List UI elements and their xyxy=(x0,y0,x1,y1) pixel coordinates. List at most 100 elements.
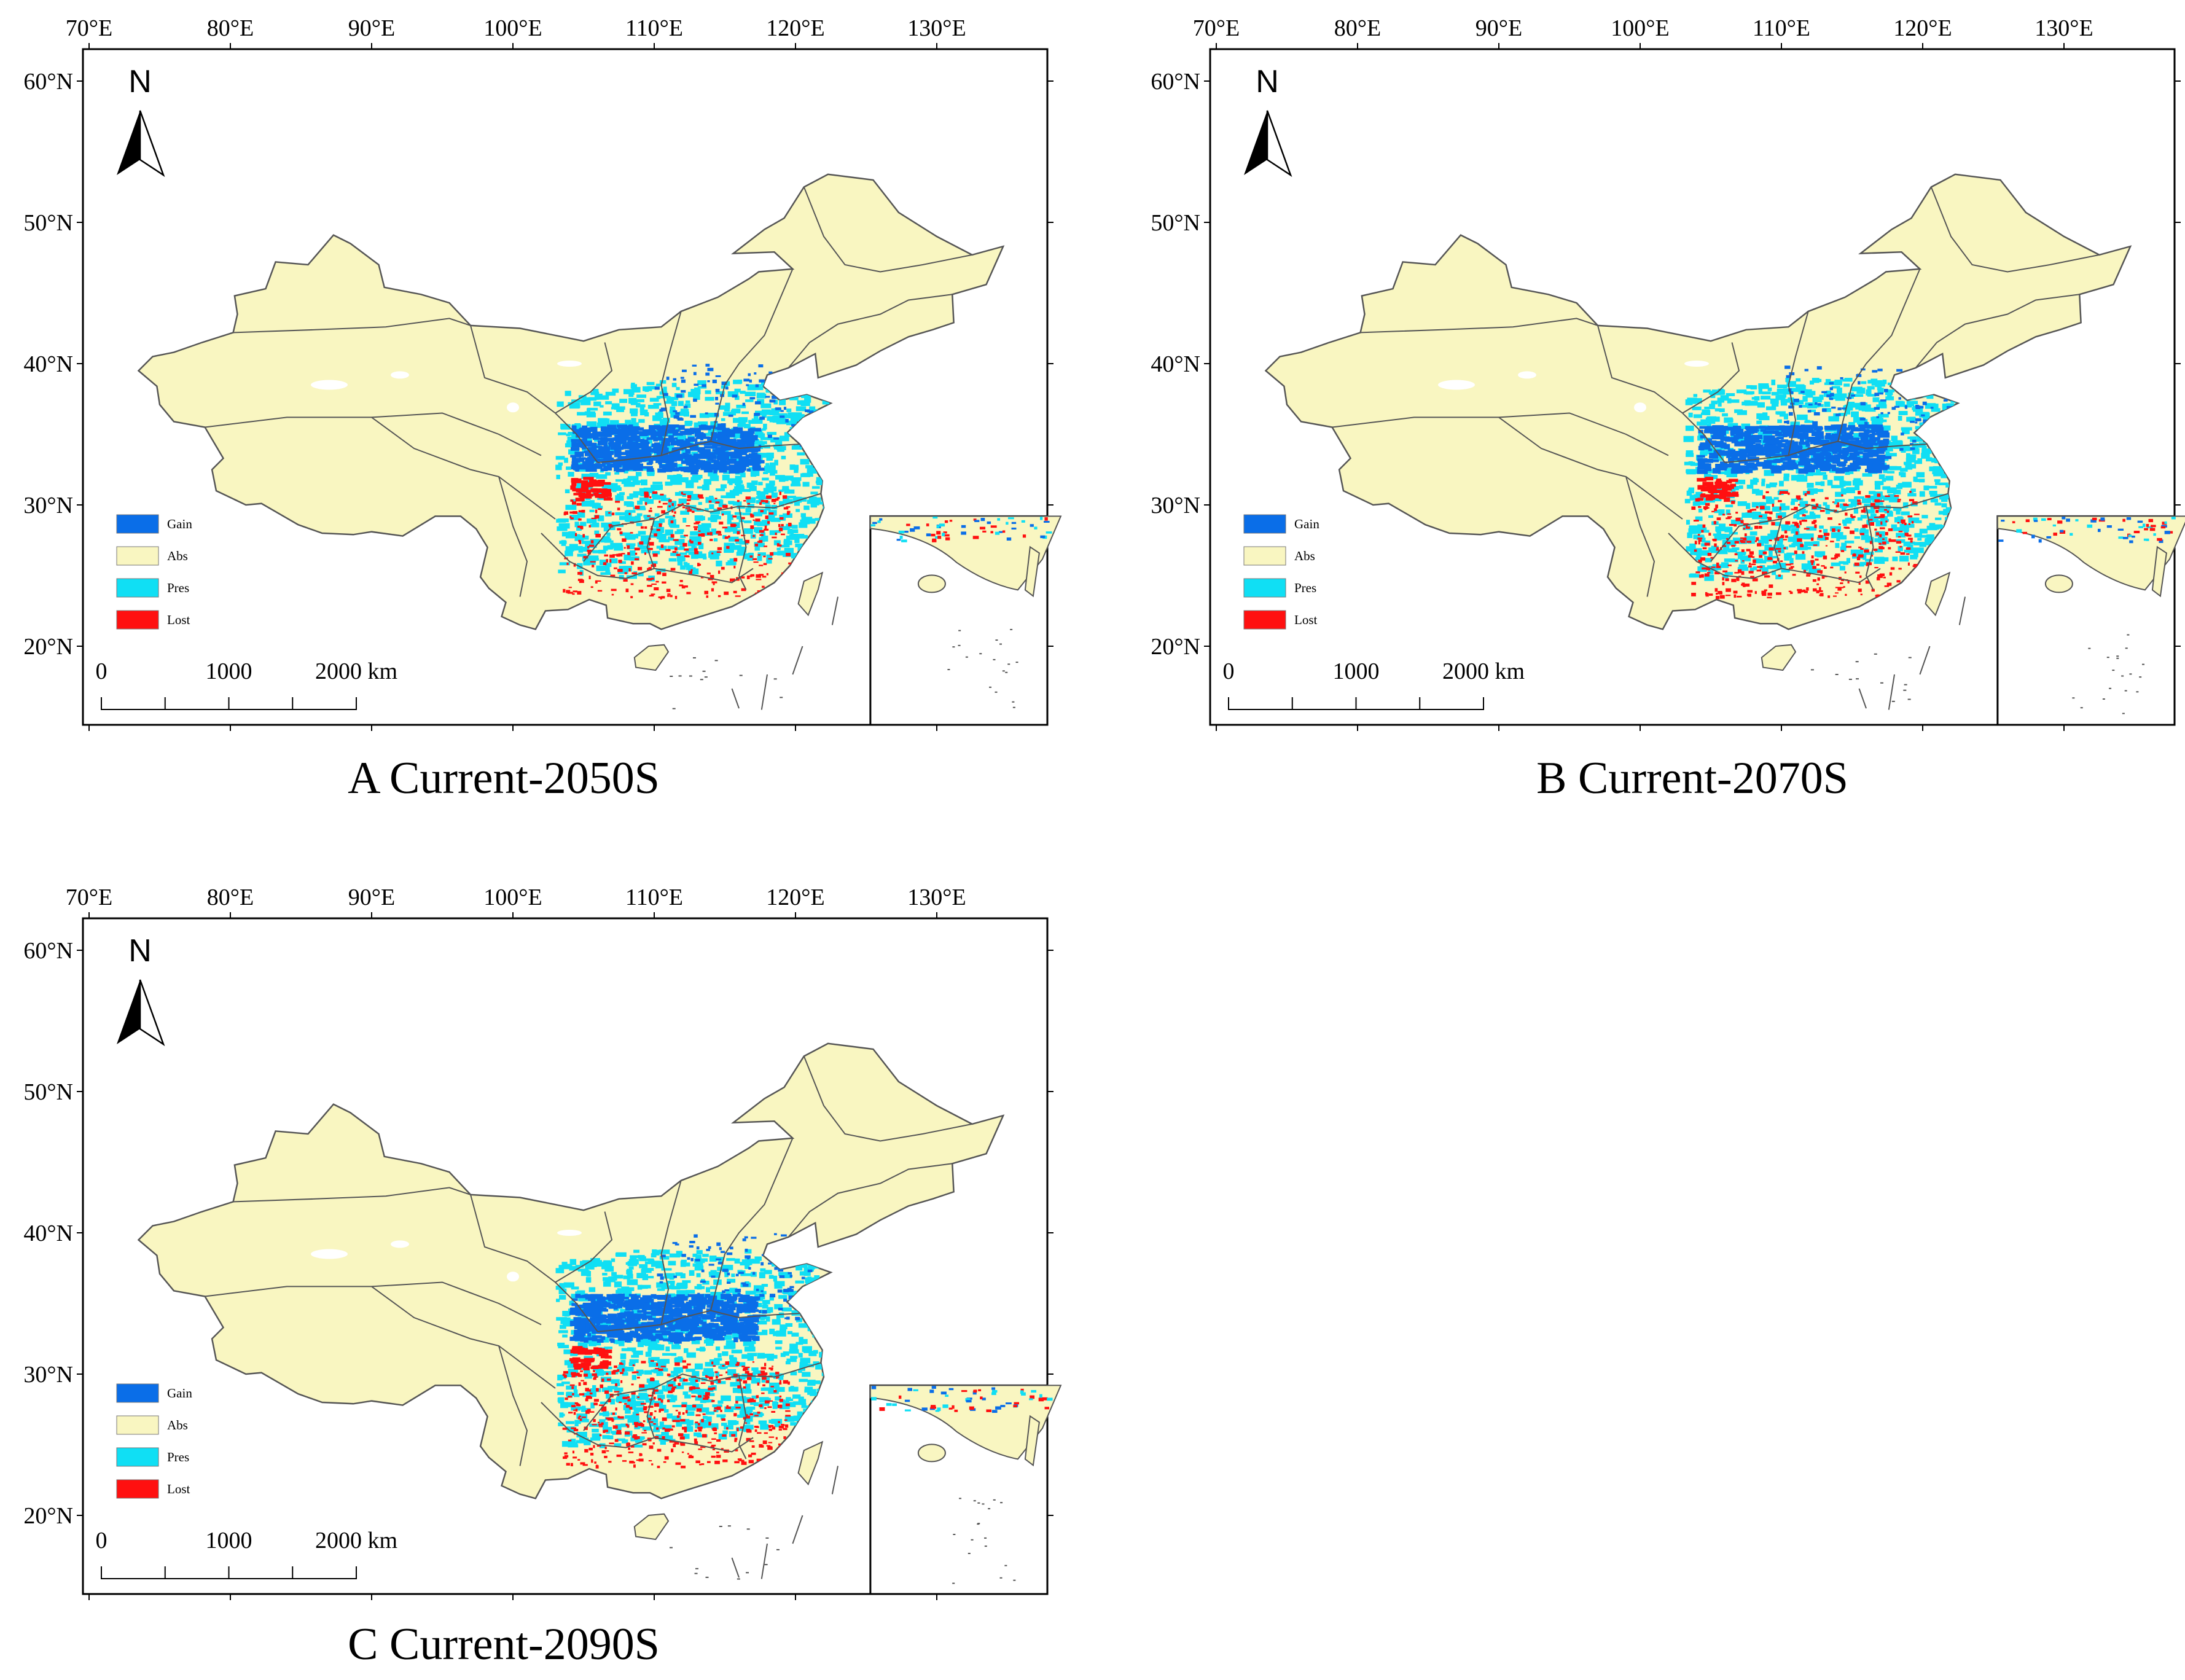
lost-cell xyxy=(1827,595,1831,598)
pres-cell xyxy=(614,545,623,551)
gain-cell xyxy=(1810,441,1815,445)
lost-cell xyxy=(1817,570,1823,573)
lost-cell xyxy=(1714,508,1718,512)
pres-cell xyxy=(682,517,687,523)
pres-cell xyxy=(558,462,563,466)
gain-cell xyxy=(657,436,663,440)
pres-cell xyxy=(647,405,659,409)
gain-cell xyxy=(658,433,663,436)
gain-cell xyxy=(608,428,621,433)
lost-cell xyxy=(1734,541,1739,544)
lost-cell xyxy=(1835,587,1840,588)
pres-cell xyxy=(661,1334,666,1340)
pres-cell xyxy=(1845,471,1850,475)
pres-cell xyxy=(1867,386,1875,390)
pres-cell xyxy=(762,477,769,481)
legend-swatch-pres xyxy=(1243,578,1286,598)
pres-cell xyxy=(1807,404,1818,408)
pres-cell xyxy=(681,1402,687,1406)
gain-cell xyxy=(1807,410,1812,413)
sea-island xyxy=(714,660,718,662)
pres-cell xyxy=(592,502,601,509)
lost-cell xyxy=(1732,491,1739,495)
gain-cell xyxy=(1731,466,1740,471)
lost-cell xyxy=(567,592,573,594)
gain-cell xyxy=(1763,446,1773,452)
pres-cell xyxy=(630,1255,639,1259)
pres-cell xyxy=(1936,469,1947,473)
pres-cell xyxy=(1874,480,1884,485)
pres-cell xyxy=(1855,416,1864,422)
pres-cell xyxy=(576,469,587,472)
gain-cell xyxy=(711,464,719,469)
lost-cell xyxy=(1702,547,1707,550)
lost-cell xyxy=(648,567,652,571)
pres-cell xyxy=(617,1389,622,1395)
lost-cell xyxy=(601,493,612,497)
pres-cell xyxy=(1754,479,1759,483)
pres-cell xyxy=(1729,399,1740,403)
pres-cell xyxy=(1726,473,1738,478)
lost-cell xyxy=(657,506,663,508)
lake xyxy=(1634,402,1646,413)
pres-cell xyxy=(771,492,778,498)
lost-cell xyxy=(717,595,721,598)
pres-cell xyxy=(1797,536,1808,539)
pres-cell xyxy=(1753,558,1759,562)
pres-cell xyxy=(1851,556,1856,559)
pres-cell xyxy=(1898,545,1903,552)
pres-cell xyxy=(754,1332,762,1335)
lost-cell xyxy=(572,488,582,492)
lost-cell xyxy=(772,536,777,539)
gain-cell xyxy=(1837,453,1842,458)
pres-cell xyxy=(694,1338,700,1345)
lost-cell xyxy=(788,562,792,565)
lost-cell xyxy=(1866,565,1869,566)
pres-cell xyxy=(1826,390,1831,394)
lost-cell xyxy=(1869,518,1873,521)
lost-cell xyxy=(570,517,574,520)
pres-cell xyxy=(1692,501,1697,506)
lost-cell xyxy=(1874,517,1880,518)
lost-cell xyxy=(570,499,574,502)
lost-cell xyxy=(1775,537,1781,539)
lost-cell xyxy=(652,563,657,567)
pres-cell xyxy=(600,539,606,543)
pres-cell xyxy=(1806,526,1817,531)
gain-cell xyxy=(678,424,685,430)
gain-cell xyxy=(592,451,601,455)
lost-cell xyxy=(1885,495,1890,498)
lost-cell xyxy=(582,534,585,538)
gain-cell xyxy=(681,379,686,383)
lost-cell xyxy=(1861,509,1866,513)
pres-cell xyxy=(769,1329,775,1335)
lost-cell xyxy=(603,498,613,501)
lost-cell xyxy=(1820,572,1823,574)
lost-cell xyxy=(661,596,665,599)
pres-cell xyxy=(615,479,625,482)
gain-cell xyxy=(597,440,608,445)
pres-cell xyxy=(1704,574,1714,581)
pres-cell xyxy=(611,403,620,408)
lost-cell xyxy=(788,523,792,526)
lost-cell xyxy=(1806,575,1811,577)
pres-cell xyxy=(590,1258,600,1262)
pres-cell xyxy=(741,411,749,414)
pres-cell xyxy=(1804,541,1815,546)
lost-cell xyxy=(618,560,622,563)
inset-cell xyxy=(1039,517,1043,520)
gain-cell xyxy=(1874,407,1880,410)
lost-cell xyxy=(627,545,630,549)
pres-cell xyxy=(1830,526,1841,532)
lost-cell xyxy=(1835,592,1839,594)
pres-cell xyxy=(619,492,625,496)
lost-cell xyxy=(1797,538,1802,542)
lost-cell xyxy=(1747,590,1753,593)
lost-cell xyxy=(1874,499,1880,503)
lost-cell xyxy=(581,509,585,513)
pres-cell xyxy=(1725,467,1734,474)
lost-cell xyxy=(1894,495,1899,497)
lost-cell xyxy=(1716,547,1719,550)
pres-cell xyxy=(662,1353,672,1356)
gain-cell xyxy=(1729,461,1734,465)
